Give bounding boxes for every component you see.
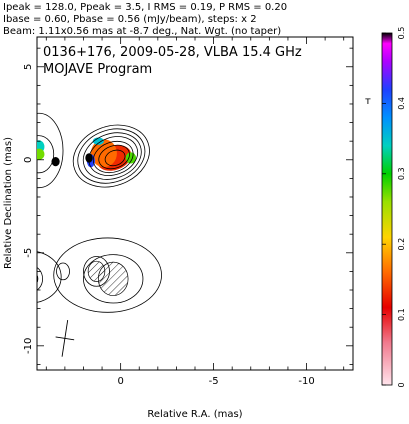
y-axis-label: Relative Declination (mas) (3, 137, 14, 269)
axis-ticks: 0 -5 -10 5 0 -5 -10 (23, 37, 353, 387)
y-tick-label: -10 (23, 338, 34, 354)
colorbar-tick-label: 0.5 (397, 27, 406, 40)
intensity-contour (82, 132, 142, 180)
x-tick-label: -10 (298, 376, 314, 387)
colorbar (381, 32, 393, 386)
intensity-contour (37, 251, 62, 303)
intensity-contour (37, 112, 64, 189)
header-line-beam: Beam: 1.11x0.56 mas at -8.7 deg., Nat. W… (3, 26, 281, 37)
colorbar-ticks: 0 0.1 0.2 0.3 0.4 0.5 (382, 27, 406, 388)
beam-minor-axis (55, 336, 75, 341)
intensity-contour (92, 140, 134, 174)
x-axis-label: Relative R.A. (mas) (147, 409, 242, 420)
colorbar-tick-label: 0 (397, 382, 406, 387)
y-tick-label: -5 (23, 248, 34, 258)
x-tick-label: 0 (117, 376, 123, 387)
colorbar-tick-label: 0.3 (397, 167, 406, 180)
header-line-base: Ibase = 0.60, Pbase = 0.56 (mJy/beam), s… (3, 14, 257, 25)
marker-glyph: т (365, 96, 371, 107)
chart-title: 0136+176, 2009-05-28, VLBA 15.4 GHz (43, 45, 302, 60)
y-tick-label: 0 (23, 157, 34, 163)
x-tick-label: -5 (209, 376, 219, 387)
chart-subtitle: MOJAVE Program (43, 62, 152, 77)
intensity-contour (104, 149, 126, 167)
intensity-contour (37, 135, 55, 174)
intensity-contour (83, 256, 110, 287)
intensity-contour (88, 136, 139, 176)
intensity-contour (56, 262, 70, 281)
plot-marks (37, 112, 162, 357)
plot-frame (36, 36, 354, 371)
polarization-patch (92, 137, 104, 145)
intensity-contour (83, 254, 144, 304)
intensity-contour (53, 237, 162, 313)
colorbar-tick-label: 0.2 (397, 238, 406, 251)
hatched-region (87, 260, 106, 282)
intensity-contour (98, 144, 130, 170)
intensity-contour (72, 124, 150, 188)
polarization-patch (37, 148, 45, 160)
y-tick-label: 5 (23, 64, 34, 70)
colorbar-tick-label: 0.4 (397, 97, 406, 110)
colorbar-tick-label: 0.1 (397, 308, 406, 321)
header-line-peak: Ipeak = 128.0, Ppeak = 3.5, I RMS = 0.19… (3, 2, 287, 13)
intensity-contour (77, 128, 146, 184)
hatched-region (37, 274, 39, 284)
intensity-contour (37, 267, 43, 291)
